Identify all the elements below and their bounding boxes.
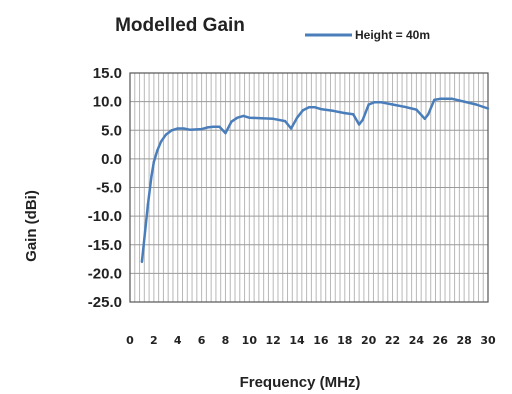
data-point bbox=[423, 117, 426, 121]
data-point bbox=[331, 109, 335, 112]
x-tick-label: 26 bbox=[433, 334, 449, 347]
data-point bbox=[379, 100, 382, 104]
plot-border bbox=[129, 72, 489, 303]
y-tick-label: -10.0 bbox=[88, 208, 122, 225]
data-point bbox=[373, 100, 376, 104]
data-point bbox=[224, 131, 227, 135]
data-point bbox=[307, 106, 311, 109]
chart-title: Modelled Gain bbox=[115, 15, 245, 36]
data-point bbox=[474, 103, 478, 106]
data-point bbox=[182, 127, 185, 130]
x-tick-label: 12 bbox=[266, 334, 281, 347]
data-point bbox=[403, 105, 406, 108]
legend: Height = 40m bbox=[305, 28, 430, 42]
data-point bbox=[150, 174, 153, 178]
x-tick-label: 10 bbox=[242, 334, 258, 347]
data-point bbox=[156, 149, 159, 152]
data-point bbox=[295, 116, 299, 119]
data-point bbox=[236, 116, 239, 119]
plot-area bbox=[140, 97, 490, 264]
data-point bbox=[146, 203, 150, 206]
data-point bbox=[200, 127, 203, 131]
data-point bbox=[351, 113, 355, 116]
data-point bbox=[272, 117, 275, 121]
data-point bbox=[176, 127, 179, 130]
data-point bbox=[486, 107, 490, 110]
data-point bbox=[462, 100, 466, 103]
data-point bbox=[170, 129, 173, 132]
x-tick-label: 6 bbox=[198, 334, 206, 347]
x-tick-label: 2 bbox=[150, 334, 158, 347]
x-tick-label: 20 bbox=[361, 334, 377, 347]
data-point bbox=[427, 113, 430, 116]
data-point bbox=[433, 98, 436, 102]
data-point bbox=[313, 106, 317, 109]
data-point bbox=[188, 128, 191, 131]
x-tick-label: 30 bbox=[480, 334, 496, 347]
data-point bbox=[260, 117, 263, 120]
x-axis-ticks: 0 2 4 6 8 10 12 14 16 18 20 22 24 26 28 30 bbox=[126, 334, 496, 347]
data-point bbox=[164, 133, 167, 137]
data-point bbox=[361, 118, 364, 122]
data-point bbox=[439, 97, 442, 100]
data-point bbox=[289, 127, 293, 130]
x-axis-label: Frequency (MHz) bbox=[240, 374, 361, 391]
y-tick-label: -5.0 bbox=[96, 180, 122, 197]
data-point bbox=[415, 108, 418, 111]
x-tick-label: 18 bbox=[337, 334, 352, 347]
data-point bbox=[445, 97, 448, 100]
y-tick-label: 10.0 bbox=[93, 94, 122, 111]
y-tick-label: 0.0 bbox=[101, 151, 122, 168]
x-tick-label: 28 bbox=[456, 334, 471, 347]
data-point bbox=[206, 126, 209, 129]
data-point bbox=[451, 97, 454, 100]
y-tick-label: 15.0 bbox=[93, 65, 122, 82]
data-point bbox=[218, 125, 221, 129]
data-point bbox=[357, 123, 361, 126]
x-tick-label: 14 bbox=[289, 334, 305, 347]
data-point bbox=[391, 103, 394, 106]
data-point bbox=[367, 103, 370, 106]
data-point bbox=[301, 109, 305, 112]
legend-label: Height = 40m bbox=[355, 28, 430, 42]
x-tick-label: 22 bbox=[385, 334, 400, 347]
data-point bbox=[283, 119, 287, 123]
y-tick-label: -15.0 bbox=[88, 237, 122, 254]
data-point bbox=[343, 111, 346, 115]
x-tick-label: 4 bbox=[174, 334, 182, 347]
x-tick-label: 0 bbox=[126, 334, 134, 347]
y-axis-label: Gain (dBi) bbox=[23, 190, 40, 262]
y-tick-label: 5.0 bbox=[101, 122, 122, 139]
data-point bbox=[230, 120, 233, 123]
data-point bbox=[159, 140, 163, 143]
y-axis-ticks: 15.0 10.0 5.0 0.0 -5.0 -10.0 -15.0 -20.0 -25.0 bbox=[88, 65, 122, 311]
y-tick-label: -20.0 bbox=[88, 265, 122, 282]
x-tick-label: 16 bbox=[313, 334, 329, 347]
x-tick-label: 24 bbox=[409, 334, 425, 347]
data-point bbox=[248, 116, 251, 119]
data-point bbox=[212, 125, 215, 129]
y-tick-label: -25.0 bbox=[88, 294, 122, 311]
data-point bbox=[319, 107, 323, 111]
data-point bbox=[152, 160, 156, 163]
data-point bbox=[242, 114, 245, 118]
data-point bbox=[140, 260, 144, 264]
data-point bbox=[143, 237, 146, 241]
x-tick-label: 8 bbox=[222, 334, 230, 347]
